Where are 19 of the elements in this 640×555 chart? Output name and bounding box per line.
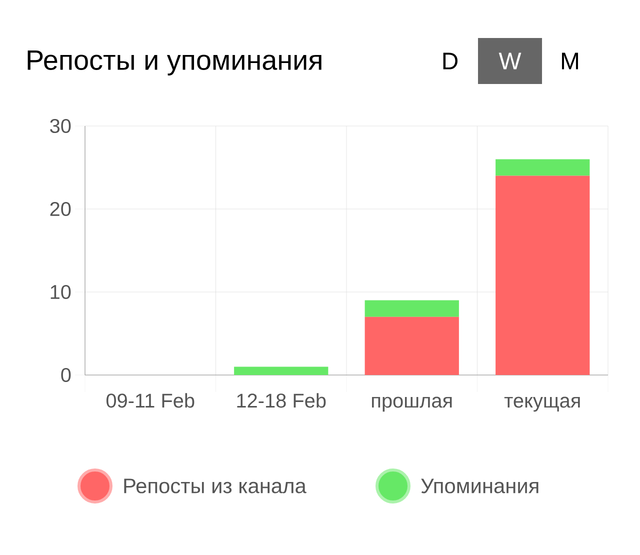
bar [496, 176, 590, 376]
chart-title: Репосты и упоминания [28, 50, 322, 76]
text: W [498, 52, 522, 70]
y-tick-label: 20 [50, 202, 71, 216]
bar [234, 366, 328, 376]
text: D [443, 52, 458, 70]
x-tick-label: прошлая [372, 396, 452, 412]
legend-label: Упоминания [421, 478, 538, 494]
text: M [562, 52, 578, 70]
x-tick-label: 09-11 Feb [106, 393, 194, 408]
legend-label: Репосты из канала [124, 478, 306, 494]
bar [496, 159, 590, 176]
y-tick-label: 0 [61, 368, 71, 382]
y-tick-label: 10 [50, 284, 71, 300]
bar [364, 300, 459, 317]
bar [364, 316, 459, 376]
y-tick-label: 30 [50, 118, 71, 134]
x-tick-label: 12-18 Feb [237, 393, 326, 408]
x-tick-label: текущая [504, 396, 580, 412]
